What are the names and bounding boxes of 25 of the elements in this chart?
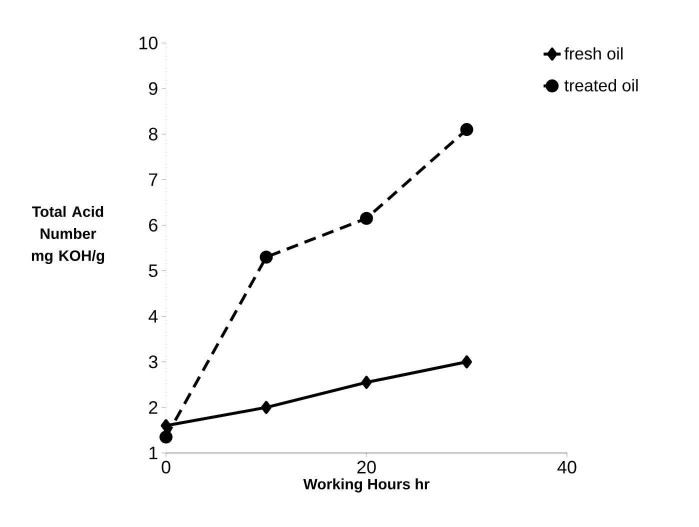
point [160,419,172,432]
legend-label: treated oil [564,79,638,92]
y-tick-label: 10 [140,36,158,50]
y-tick-label: 4 [148,310,158,323]
y-tick-label: 2 [149,401,158,414]
x-axis-title: Working Hours hr [303,478,430,492]
point [160,430,173,444]
point [361,376,372,389]
point [360,212,373,225]
x-tick-label: 20 [357,460,376,474]
x-tick-label: 40 [557,460,576,474]
y-tick-label: 6 [149,218,158,232]
point [460,123,474,136]
y-tick-label: 5 [148,264,158,278]
y-tick-label: 8 [148,128,158,140]
y-tick-label: 7 [149,173,158,186]
y-tick-label: 1 [150,446,158,460]
point [462,355,472,368]
point [260,250,273,264]
y-axis-title: Total Acid Number mg KOH/g [32,206,104,264]
y-tick-label: 9 [149,82,158,95]
legend-label: fresh oil [564,47,623,60]
x-tick-label: 0 [162,460,170,474]
point [261,400,272,414]
y-tick-label: 3 [148,355,158,368]
